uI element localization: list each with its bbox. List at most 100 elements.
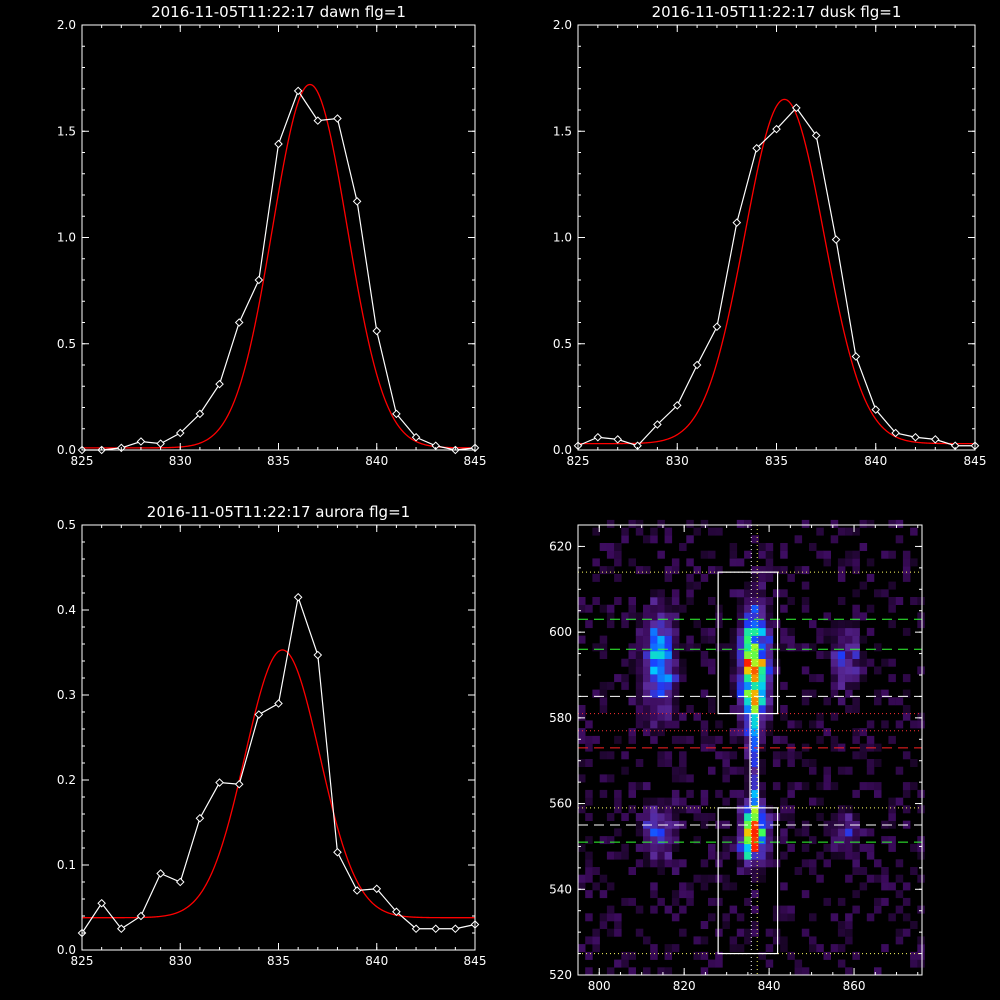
heatmap-cell	[780, 797, 788, 806]
heatmap-cell	[729, 658, 738, 667]
heatmap-cell	[910, 558, 918, 567]
heatmap-cell	[729, 944, 738, 953]
heatmap-cell	[744, 728, 752, 737]
heatmap-cell	[635, 782, 644, 791]
heatmap-cell	[751, 666, 759, 675]
heatmap-cell	[585, 967, 593, 976]
heatmap-cell	[650, 851, 658, 860]
heatmap-cell	[772, 836, 781, 845]
heatmap-cell	[837, 805, 846, 814]
heatmap-cell	[917, 874, 925, 883]
heatmap-cell	[664, 666, 673, 675]
heatmap-cell	[917, 720, 925, 729]
heatmap-cell	[751, 581, 759, 590]
heatmap-cell	[715, 527, 723, 536]
heatmap-cell	[606, 882, 615, 891]
heatmap-cell	[635, 759, 644, 767]
heatmap-cell	[845, 851, 853, 860]
heatmap-cell	[845, 627, 853, 636]
data-point	[313, 116, 323, 125]
heatmap-cell	[650, 658, 658, 667]
heatmap-cell	[852, 836, 860, 845]
heatmap-cell	[606, 604, 615, 613]
heatmap-cell	[823, 550, 831, 559]
heatmap-cell	[866, 874, 875, 883]
heatmap-cell	[578, 759, 586, 767]
heatmap-cell	[852, 867, 860, 875]
heatmap-cell	[606, 519, 615, 528]
heatmap-cell	[614, 558, 622, 567]
heatmap-cell	[852, 558, 860, 567]
heatmap-cell	[837, 766, 846, 775]
heatmap-cell	[686, 635, 694, 644]
heatmap-cell	[708, 705, 716, 713]
heatmap-cell	[765, 620, 774, 629]
heatmap-cell	[635, 712, 644, 721]
heatmap-cell	[671, 666, 680, 675]
heatmap-cell	[650, 820, 658, 829]
y-tick-label: 0.3	[57, 688, 76, 702]
heatmap-cell	[606, 913, 615, 922]
heatmap-cell	[585, 851, 593, 860]
heatmap-cell	[606, 836, 615, 845]
heatmap-cell	[635, 843, 644, 852]
heatmap-cell	[650, 697, 658, 706]
heatmap-cell	[650, 890, 658, 899]
heatmap-cell	[578, 728, 586, 737]
heatmap-cell	[794, 782, 803, 791]
heatmap-cell	[888, 697, 896, 706]
heatmap-cell	[809, 643, 817, 652]
heatmap-cell	[845, 967, 853, 976]
heatmap-cell	[852, 681, 860, 690]
y-tick-label: 0.2	[57, 773, 76, 787]
heatmap-cell	[679, 543, 687, 551]
heatmap-cell	[765, 705, 774, 713]
heatmap-cell	[837, 843, 846, 852]
heatmap-cell	[751, 712, 759, 721]
heatmap-cell	[866, 627, 875, 636]
heatmap-cell	[823, 766, 831, 775]
heatmap-cell	[837, 928, 846, 937]
data-point	[732, 218, 742, 227]
y-tick-label: 0.4	[57, 603, 76, 617]
heatmap-cell	[657, 859, 665, 868]
heatmap-cell	[664, 612, 673, 621]
heatmap-cell	[744, 836, 752, 845]
data-point	[274, 139, 283, 149]
heatmap-cell	[859, 674, 868, 683]
heatmap-cell	[650, 635, 658, 644]
heatmap-cell	[917, 620, 925, 629]
heatmap-cell	[686, 774, 694, 783]
heatmap-cell	[650, 527, 658, 536]
heatmap-cell	[606, 967, 615, 976]
heatmap-cell	[664, 681, 673, 690]
heatmap-cell	[657, 604, 665, 613]
heatmap-cell	[722, 774, 730, 783]
heatmap-cell	[780, 550, 788, 559]
heatmap-cell	[772, 666, 781, 675]
heatmap-cell	[679, 751, 687, 760]
data-point	[692, 360, 702, 370]
heatmap-cell	[751, 928, 759, 937]
heatmap-cell	[816, 813, 824, 821]
heatmap-cell	[816, 851, 824, 860]
data-point	[891, 428, 900, 438]
heatmap-cell	[722, 766, 730, 775]
heatmap-cell	[780, 851, 788, 860]
heatmap-cell	[592, 527, 600, 536]
heatmap-cell	[736, 944, 745, 953]
heatmap-cell	[606, 813, 615, 821]
heatmap-cell	[859, 543, 868, 551]
heatmap-cell	[628, 805, 636, 814]
heatmap-cell	[845, 689, 853, 698]
heatmap-cell	[650, 813, 658, 821]
heatmap-cell	[830, 851, 839, 860]
heatmap-cell	[823, 627, 831, 636]
heatmap-cell	[621, 751, 629, 760]
heatmap-cell	[758, 720, 766, 729]
heatmap-cell	[809, 620, 817, 629]
heatmap-cell	[671, 681, 680, 690]
heatmap-cell	[765, 573, 774, 582]
heatmap-cell	[664, 813, 673, 821]
heatmap-cell	[837, 627, 846, 636]
